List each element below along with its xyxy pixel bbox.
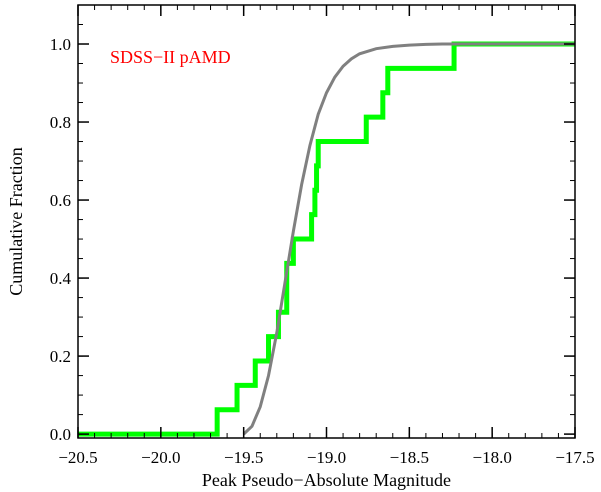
x-tick-label: −19.0	[307, 448, 346, 467]
y-tick-label: 0.8	[50, 113, 71, 132]
series-step-line	[78, 41, 575, 437]
axis-ticks: −20.5 −20.0 −19.5 −19.0 −18.5 −18.0 −17.5 0.0 0.…	[50, 4, 595, 467]
y-tick-label: 0.4	[50, 269, 72, 288]
x-tick-label: −18.5	[390, 448, 429, 467]
y-tick-label: 0.0	[50, 425, 71, 444]
y-tick-label: 1.0	[50, 35, 71, 54]
x-tick-label: −20.0	[141, 448, 180, 467]
y-tick-label: 0.6	[50, 191, 71, 210]
series-layer	[78, 41, 575, 437]
x-tick-label: −17.5	[555, 448, 594, 467]
x-tick-label: −20.5	[58, 448, 97, 467]
x-tick-label: −18.0	[472, 448, 511, 467]
x-axis-label: Peak Pseudo−Absolute Magnitude	[202, 470, 451, 490]
y-axis-label: Cumulative Fraction	[6, 147, 26, 295]
series-model-curve	[242, 42, 575, 436]
plot-frame	[77, 4, 576, 439]
y-tick-label: 0.2	[50, 347, 71, 366]
dataset-annotation: SDSS−II pAMD	[110, 47, 231, 67]
x-tick-label: −19.5	[224, 448, 263, 467]
